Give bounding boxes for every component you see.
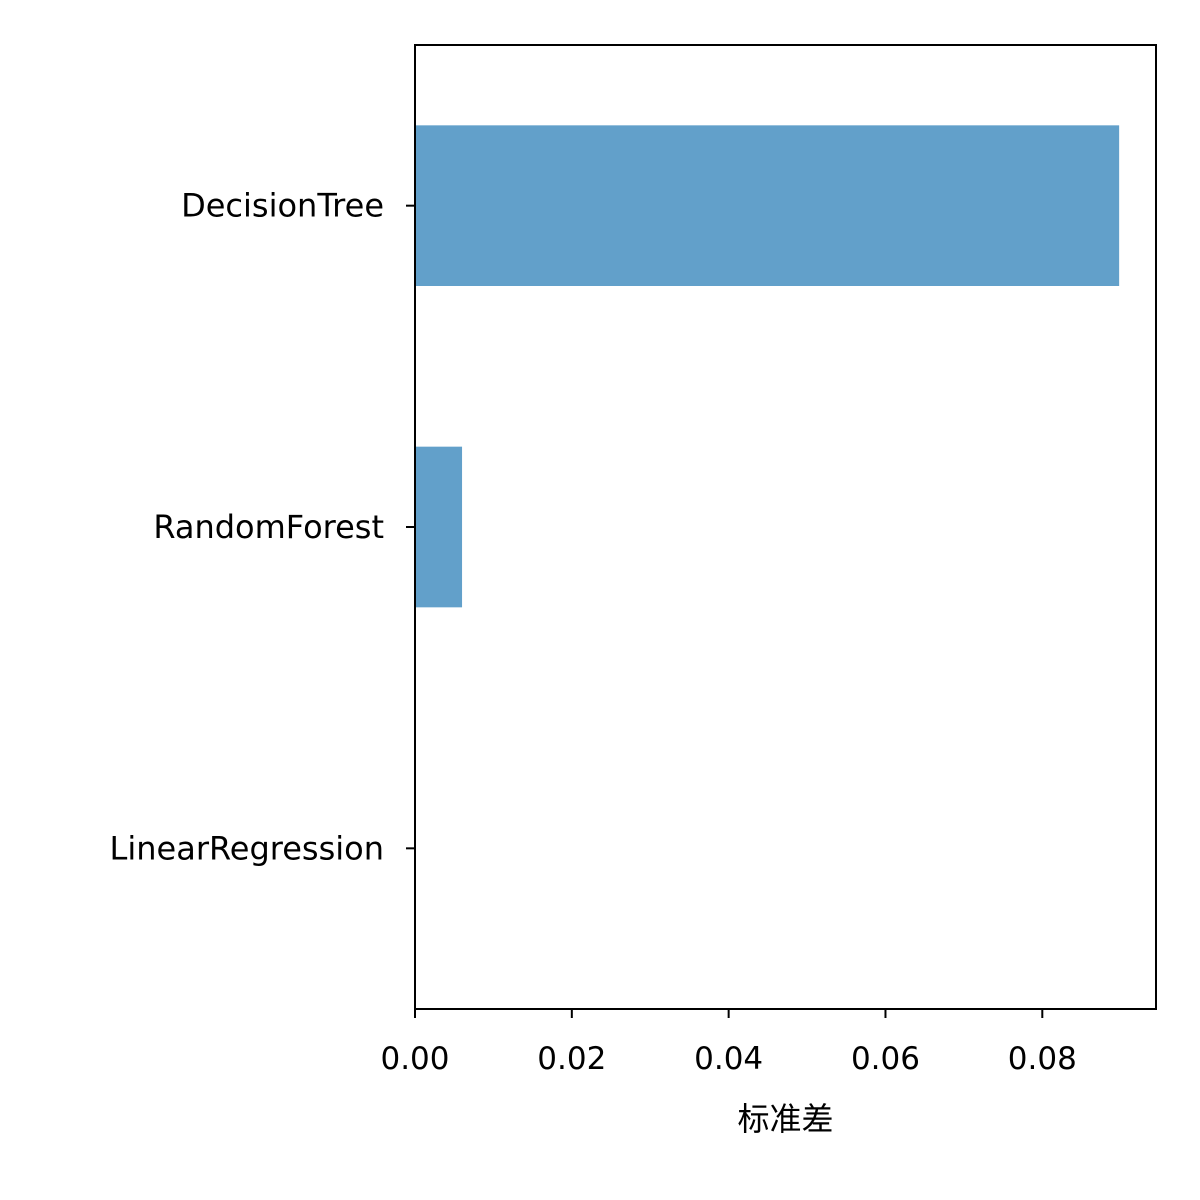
x-tick-label: 0.08 xyxy=(1008,1041,1077,1077)
bar-decisiontree xyxy=(415,125,1120,286)
x-axis: 0.00 0.02 0.04 0.06 0.08 xyxy=(380,1009,1077,1077)
y-tick-label: DecisionTree xyxy=(181,187,384,225)
bar-randomforest xyxy=(415,446,463,608)
x-tick-label: 0.06 xyxy=(851,1041,920,1077)
x-axis-label: 标准差 xyxy=(737,1100,833,1138)
y-tick-label: LinearRegression xyxy=(110,829,384,867)
x-tick-label: 0.04 xyxy=(694,1041,763,1077)
x-tick-label: 0.02 xyxy=(537,1041,606,1077)
x-tick-label: 0.00 xyxy=(380,1041,449,1077)
y-axis: DecisionTree RandomForest LinearRegression xyxy=(110,187,415,867)
plot-frame xyxy=(414,44,1157,1010)
bars-group xyxy=(415,125,1120,608)
y-tick-label: RandomForest xyxy=(153,508,384,546)
